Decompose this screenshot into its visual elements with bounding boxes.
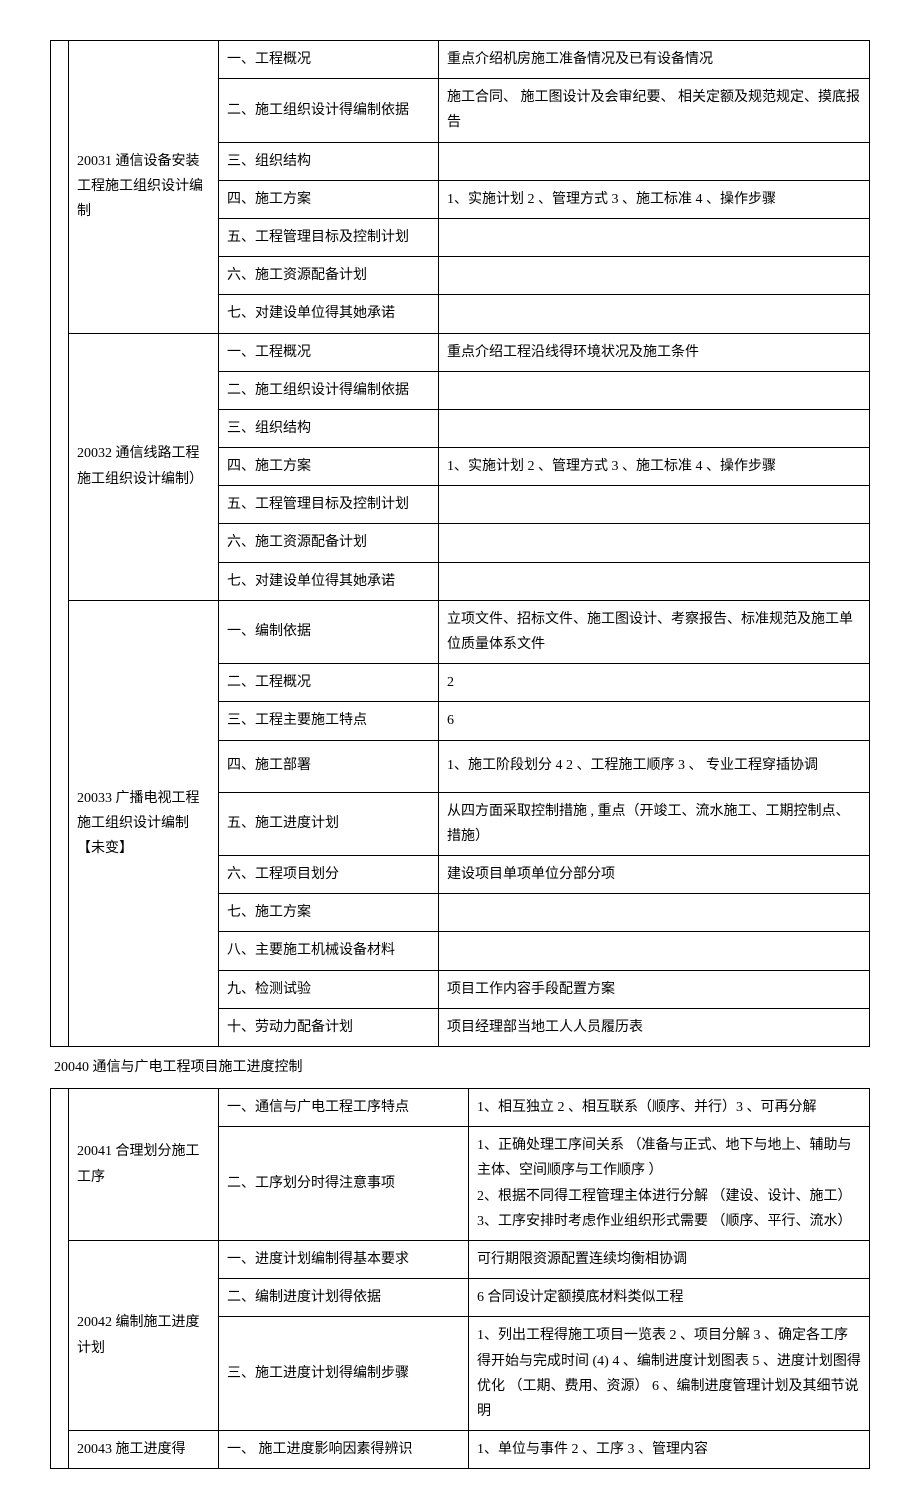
group-header-20031: 20031 通信设备安装工程施工组织设计编制 xyxy=(69,41,219,334)
row-content xyxy=(439,409,870,447)
row-label: 三、工程主要施工特点 xyxy=(219,702,439,740)
row-label: 六、施工资源配备计划 xyxy=(219,257,439,295)
group-header-20041: 20041 合理划分施工工序 xyxy=(69,1089,219,1241)
row-content: 重点介绍机房施工准备情况及已有设备情况 xyxy=(439,41,870,79)
table-row: 20033 广播电视工程施工组织设计编制【未变】 一、编制依据 立项文件、招标文… xyxy=(51,600,870,663)
row-label: 七、对建设单位得其她承诺 xyxy=(219,562,439,600)
row-content: 1、列出工程得施工项目一览表 2 、项目分解 3 、确定各工序得开始与完成时间 … xyxy=(469,1317,870,1431)
row-label: 五、工程管理目标及控制计划 xyxy=(219,486,439,524)
row-content: 1、正确处理工序间关系 （准备与正式、地下与地上、辅助与主体、空间顺序与工作顺序… xyxy=(469,1127,870,1241)
row-content xyxy=(439,218,870,256)
group-header-20032: 20032 通信线路工程施工组织设计编制） xyxy=(69,333,219,600)
group-header-20042: 20042 编制施工进度计划 xyxy=(69,1241,219,1431)
row-label: 三、组织结构 xyxy=(219,409,439,447)
row-content: 6 xyxy=(439,702,870,740)
row-label: 二、施工组织设计得编制依据 xyxy=(219,79,439,142)
row-content: 可行期限资源配置连续均衡相协调 xyxy=(469,1241,870,1279)
row-content: 1、实施计划 2 、管理方式 3 、施工标准 4 、操作步骤 xyxy=(439,180,870,218)
table-row: 20041 合理划分施工工序 一、通信与广电工程工序特点 1、相互独立 2 、相… xyxy=(51,1089,870,1127)
table-20030-series: 20031 通信设备安装工程施工组织设计编制 一、工程概况 重点介绍机房施工准备… xyxy=(50,40,870,1047)
row-label: 七、施工方案 xyxy=(219,894,439,932)
row-label: 二、工序划分时得注意事项 xyxy=(219,1127,469,1241)
row-content: 项目经理部当地工人人员履历表 xyxy=(439,1008,870,1046)
row-label: 一、工程概况 xyxy=(219,41,439,79)
row-content: 施工合同、 施工图设计及会审纪要、 相关定额及规范规定、摸底报告 xyxy=(439,79,870,142)
row-content xyxy=(439,894,870,932)
row-label: 四、施工方案 xyxy=(219,180,439,218)
row-content: 6 合同设计定额摸底材料类似工程 xyxy=(469,1279,870,1317)
row-label: 二、施工组织设计得编制依据 xyxy=(219,371,439,409)
row-label: 一、通信与广电工程工序特点 xyxy=(219,1089,469,1127)
row-content: 2 xyxy=(439,664,870,702)
row-content: 1、单位与事件 2 、工序 3 、管理内容 xyxy=(469,1431,870,1469)
row-content: 重点介绍工程沿线得环境状况及施工条件 xyxy=(439,333,870,371)
row-label: 九、检测试验 xyxy=(219,970,439,1008)
row-label: 一、编制依据 xyxy=(219,600,439,663)
row-content: 建设项目单项单位分部分项 xyxy=(439,855,870,893)
row-content: 1、相互独立 2 、相互联系（顺序、并行）3 、可再分解 xyxy=(469,1089,870,1127)
row-label: 一、工程概况 xyxy=(219,333,439,371)
table-row: 20042 编制施工进度计划 一、进度计划编制得基本要求 可行期限资源配置连续均… xyxy=(51,1241,870,1279)
row-label: 一、 施工进度影响因素得辨识 xyxy=(219,1431,469,1469)
section-title-20040: 20040 通信与广电工程项目施工进度控制 xyxy=(50,1047,870,1088)
table-row: 20043 施工进度得 一、 施工进度影响因素得辨识 1、单位与事件 2 、工序… xyxy=(51,1431,870,1469)
row-label: 六、工程项目划分 xyxy=(219,855,439,893)
table-20040-series: 20041 合理划分施工工序 一、通信与广电工程工序特点 1、相互独立 2 、相… xyxy=(50,1088,870,1469)
row-content xyxy=(439,524,870,562)
row-content xyxy=(439,932,870,970)
left-margin-cell xyxy=(51,1089,69,1469)
row-content xyxy=(439,562,870,600)
row-content: 1、实施计划 2 、管理方式 3 、施工标准 4 、操作步骤 xyxy=(439,448,870,486)
row-label: 五、施工进度计划 xyxy=(219,792,439,855)
row-label: 五、工程管理目标及控制计划 xyxy=(219,218,439,256)
row-content: 项目工作内容手段配置方案 xyxy=(439,970,870,1008)
group-header-20043: 20043 施工进度得 xyxy=(69,1431,219,1469)
row-label: 四、施工方案 xyxy=(219,448,439,486)
row-label: 一、进度计划编制得基本要求 xyxy=(219,1241,469,1279)
group-header-20033: 20033 广播电视工程施工组织设计编制【未变】 xyxy=(69,600,219,1046)
row-label: 三、组织结构 xyxy=(219,142,439,180)
left-margin-cell xyxy=(51,41,69,1047)
row-content xyxy=(439,142,870,180)
row-label: 二、编制进度计划得依据 xyxy=(219,1279,469,1317)
row-label: 四、施工部署 xyxy=(219,740,439,792)
row-label: 八、主要施工机械设备材料 xyxy=(219,932,439,970)
row-label: 三、施工进度计划得编制步骤 xyxy=(219,1317,469,1431)
row-label: 十、劳动力配备计划 xyxy=(219,1008,439,1046)
row-content xyxy=(439,295,870,333)
row-content xyxy=(439,257,870,295)
table-row: 20032 通信线路工程施工组织设计编制） 一、工程概况 重点介绍工程沿线得环境… xyxy=(51,333,870,371)
row-label: 七、对建设单位得其她承诺 xyxy=(219,295,439,333)
row-label: 二、工程概况 xyxy=(219,664,439,702)
row-content xyxy=(439,371,870,409)
row-content: 立项文件、招标文件、施工图设计、考察报告、标准规范及施工单位质量体系文件 xyxy=(439,600,870,663)
row-content: 从四方面采取控制措施 , 重点（开竣工、流水施工、工期控制点、措施） xyxy=(439,792,870,855)
table-row: 20031 通信设备安装工程施工组织设计编制 一、工程概况 重点介绍机房施工准备… xyxy=(51,41,870,79)
row-content xyxy=(439,486,870,524)
row-content: 1、施工阶段划分 4 2 、工程施工顺序 3 、 专业工程穿插协调 xyxy=(439,740,870,792)
row-label: 六、施工资源配备计划 xyxy=(219,524,439,562)
